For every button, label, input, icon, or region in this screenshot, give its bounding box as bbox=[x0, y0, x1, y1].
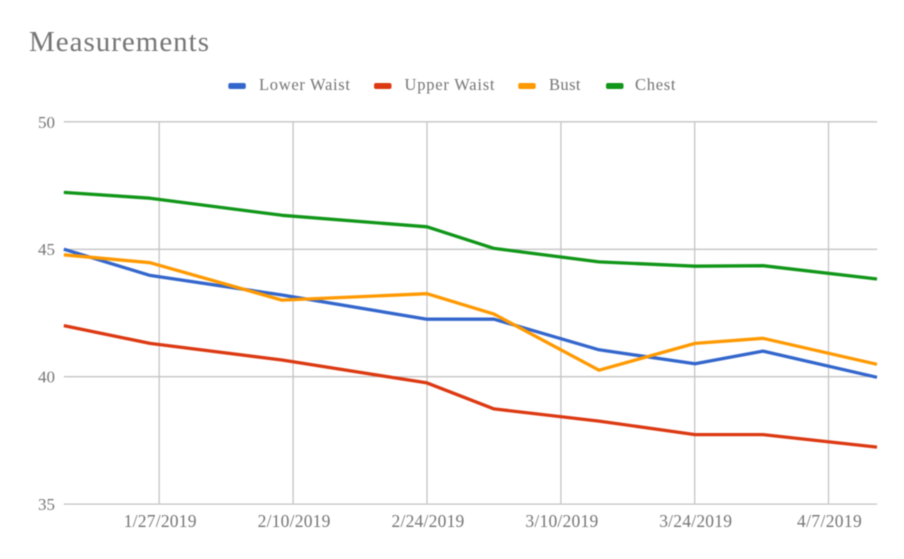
svg-text:Chest: Chest bbox=[635, 75, 676, 94]
svg-text:40: 40 bbox=[38, 368, 55, 387]
svg-text:50: 50 bbox=[38, 113, 55, 132]
svg-text:Upper Waist: Upper Waist bbox=[405, 75, 495, 94]
svg-text:3/24/2019: 3/24/2019 bbox=[659, 511, 732, 531]
svg-text:2/10/2019: 2/10/2019 bbox=[258, 511, 331, 531]
svg-text:1/27/2019: 1/27/2019 bbox=[124, 511, 197, 531]
svg-text:Bust: Bust bbox=[549, 75, 581, 94]
svg-text:2/24/2019: 2/24/2019 bbox=[392, 511, 465, 531]
svg-text:Lower Waist: Lower Waist bbox=[259, 75, 350, 94]
svg-text:4/7/2019: 4/7/2019 bbox=[797, 511, 862, 531]
svg-text:Measurements: Measurements bbox=[29, 26, 209, 58]
svg-text:45: 45 bbox=[38, 240, 55, 259]
svg-text:35: 35 bbox=[38, 495, 55, 514]
svg-text:3/10/2019: 3/10/2019 bbox=[525, 511, 598, 531]
